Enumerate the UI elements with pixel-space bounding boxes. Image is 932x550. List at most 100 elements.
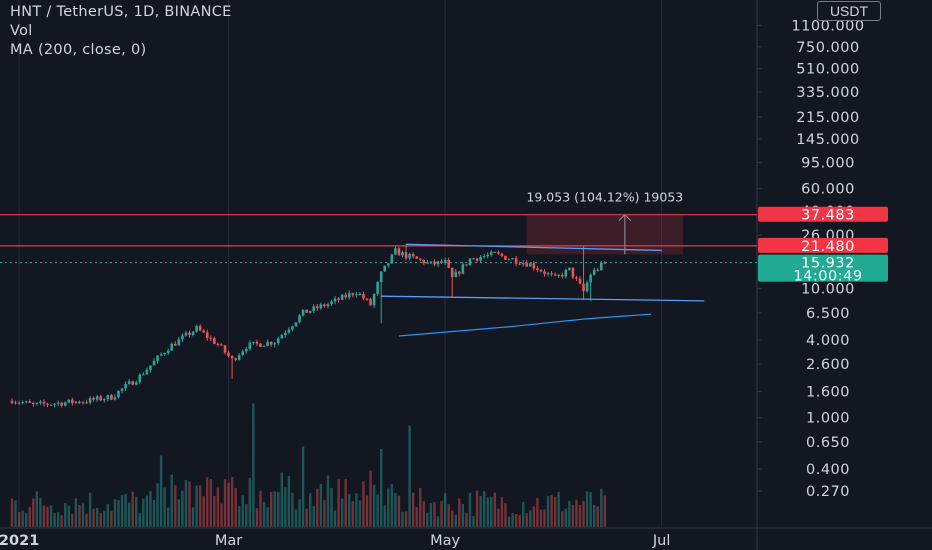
candle-body xyxy=(269,341,273,345)
volume-bar xyxy=(42,505,46,527)
volume-bar xyxy=(447,504,450,527)
candle-body xyxy=(603,262,607,264)
volume-bar xyxy=(174,485,177,527)
volume-bar xyxy=(309,493,312,527)
volume-bar xyxy=(550,495,553,527)
candle-body xyxy=(14,402,17,404)
volume-bar xyxy=(10,498,14,527)
volume-bar xyxy=(507,516,511,527)
volume-bar xyxy=(497,508,500,527)
volume-bar xyxy=(195,485,198,527)
candle-body xyxy=(291,326,294,330)
candle-body xyxy=(550,273,553,275)
volume-bar xyxy=(273,491,276,527)
candle-body xyxy=(134,382,138,385)
currency-selector[interactable]: USDT xyxy=(817,1,881,21)
volume-bar xyxy=(170,474,173,527)
volume-bar xyxy=(262,501,266,527)
candle-body xyxy=(42,401,46,404)
candle-body xyxy=(521,262,525,265)
candle-body xyxy=(184,332,188,336)
candle-body xyxy=(408,254,411,259)
volume-bar xyxy=(35,491,39,527)
volume-bar xyxy=(255,508,259,527)
volume-bar xyxy=(532,506,536,527)
measure-label: 19.053 (104.12%) 19053 xyxy=(526,190,683,205)
volume-bar xyxy=(223,479,227,527)
candle-body xyxy=(49,404,53,406)
candle-body xyxy=(170,343,174,351)
volume-bar xyxy=(365,495,369,527)
candle-body xyxy=(543,271,546,275)
volume-bar xyxy=(404,511,408,527)
time-axis[interactable]: 2021 Mar May Jul xyxy=(0,533,670,549)
candle-body xyxy=(458,271,461,274)
candle-body xyxy=(92,397,95,400)
candle-body xyxy=(287,329,291,333)
price-tick-label: 1.000 xyxy=(806,411,850,427)
candle-body xyxy=(209,337,213,339)
candle-body xyxy=(227,352,230,356)
volume-indicator-label[interactable]: Vol xyxy=(10,23,33,39)
volume-bar xyxy=(482,491,486,527)
volume-bar xyxy=(461,504,465,527)
price-tick-label: 0.650 xyxy=(806,435,850,451)
volume-bar xyxy=(135,497,138,527)
price-range-tool[interactable]: 19.053 (104.12%) 19053 xyxy=(526,190,683,255)
price-tick-label: 145.000 xyxy=(796,132,859,148)
volume-bar xyxy=(546,496,550,527)
candle-body xyxy=(355,294,358,296)
volume-bar xyxy=(451,510,454,527)
volume-bar xyxy=(433,502,436,527)
candle-body xyxy=(213,338,216,344)
volume-bar xyxy=(348,493,351,527)
candle-body xyxy=(347,293,351,298)
candle-body xyxy=(383,265,387,272)
volume-bar xyxy=(149,491,152,527)
volume-bar xyxy=(578,504,582,527)
price-tick-label: 335.000 xyxy=(796,85,859,101)
price-tick-label: 6.500 xyxy=(806,306,850,322)
volume-bar xyxy=(198,485,202,527)
ma-indicator-label[interactable]: MA (200, close, 0) xyxy=(10,42,147,58)
candle-body xyxy=(298,315,301,323)
volume-bar xyxy=(401,511,404,527)
volume-bar xyxy=(25,513,28,527)
volume-bar xyxy=(245,504,248,527)
volume-bar xyxy=(436,516,440,527)
candle-body xyxy=(266,341,269,346)
candle-body xyxy=(113,397,117,400)
trendlines[interactable] xyxy=(381,243,705,302)
volume-bar xyxy=(127,502,131,527)
volume-bar xyxy=(298,499,301,527)
volume-bar xyxy=(248,477,252,527)
horizontal-lines[interactable] xyxy=(0,214,757,247)
trendline[interactable] xyxy=(381,295,705,302)
candle-body xyxy=(106,394,110,400)
volume-bar xyxy=(220,503,223,527)
candles xyxy=(10,244,607,408)
candle-body xyxy=(497,252,500,254)
symbol-title[interactable]: HNT / TetherUS, 1D, BINANCE xyxy=(10,4,232,20)
time-tick-label: 2021 xyxy=(0,533,39,549)
candle-body xyxy=(32,402,35,404)
candle-body xyxy=(344,294,347,298)
target-price-tag-bg xyxy=(758,206,888,222)
candle-body xyxy=(188,332,191,336)
volume-bar xyxy=(209,479,212,527)
candle-body xyxy=(529,263,532,267)
volume-bar xyxy=(486,497,489,527)
candle-body xyxy=(589,274,592,283)
volume-bar xyxy=(181,490,184,527)
candle-body xyxy=(479,257,482,261)
candle-body xyxy=(220,344,223,346)
volume-bar xyxy=(49,505,53,527)
trendline[interactable] xyxy=(406,243,662,252)
volume-bar xyxy=(21,510,24,527)
volume-bar xyxy=(443,493,447,527)
candle-body xyxy=(81,402,85,404)
volume-bar xyxy=(188,481,191,527)
candle-body xyxy=(429,261,433,263)
